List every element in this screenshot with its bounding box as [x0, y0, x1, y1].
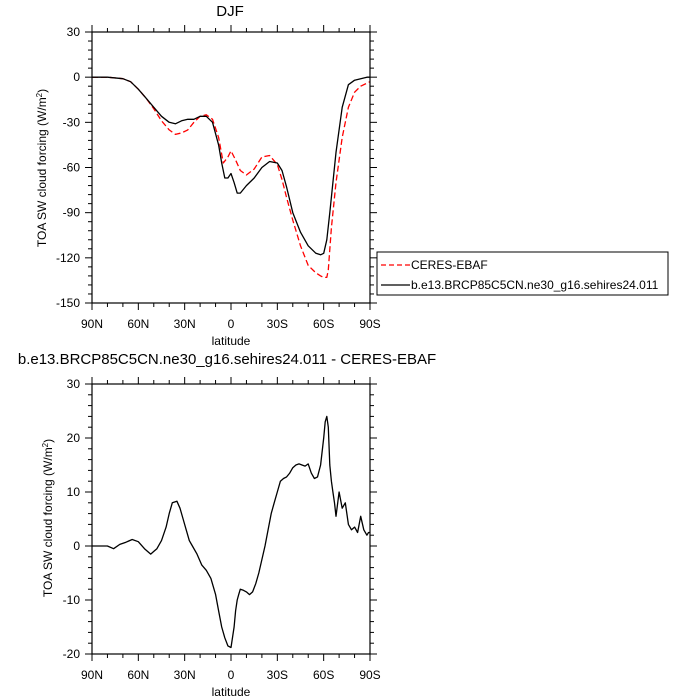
y-axis-label: TOA SW cloud forcing (W/m2): [41, 439, 55, 597]
y-tick-label: 30: [67, 377, 81, 391]
y-tick-label: -60: [63, 161, 81, 175]
y-tick-label: 0: [73, 539, 80, 553]
series-group: [92, 415, 370, 649]
x-tick-label: 60N: [127, 668, 149, 682]
axis-ticks: 90N 60N 30N 0 30S 60S 90S -150 -120 -90 -60 -30 0 30: [56, 25, 381, 331]
y-tick-label: -120: [56, 251, 80, 265]
y-axis-label: TOA SW cloud forcing (W/m2): [35, 89, 49, 247]
x-tick-label: 30N: [174, 668, 196, 682]
x-tick-label: 0: [228, 668, 235, 682]
y-tick-label: -20: [63, 647, 81, 661]
chart-title: b.e13.BRCP85C5CN.ne30_g16.sehires24.011 …: [18, 351, 436, 368]
legend: CERES-EBAF b.e13.BRCP85C5CN.ne30_g16.seh…: [376, 251, 669, 296]
legend-box: [376, 251, 669, 296]
x-tick-label: 0: [228, 317, 235, 331]
x-tick-label: 30S: [267, 317, 288, 331]
x-axis-label: latitude: [212, 685, 251, 699]
y-tick-label: 30: [67, 25, 81, 39]
x-axis-label: latitude: [212, 334, 251, 348]
x-tick-label: 90S: [359, 668, 380, 682]
series-line-model: [92, 76, 370, 256]
axis-ticks: 90N 60N 30N 0 30S 60S 90S -20 -10 0 10 20 30: [63, 377, 381, 682]
x-tick-label: 30S: [267, 668, 288, 682]
legend-label-model: b.e13.BRCP85C5CN.ne30_g16.sehires24.011: [411, 278, 659, 292]
series-group: [92, 76, 371, 279]
y-tick-label: -90: [63, 206, 81, 220]
y-tick-label: 0: [73, 70, 80, 84]
y-tick-label: -150: [56, 296, 80, 310]
x-tick-label: 90N: [81, 317, 103, 331]
y-tick-label: 20: [67, 431, 81, 445]
y-tick-label: -10: [63, 593, 81, 607]
x-tick-label: 90N: [81, 668, 103, 682]
series-line-ceres-ebaf: [92, 76, 371, 279]
chart-title: DJF: [216, 3, 244, 20]
x-tick-label: 60N: [127, 317, 149, 331]
x-tick-label: 60S: [313, 317, 334, 331]
chart-difference-cloud-forcing: b.e13.BRCP85C5CN.ne30_g16.sehires24.011 …: [18, 351, 436, 699]
plot-frame: [91, 31, 371, 304]
y-tick-label: 10: [67, 485, 81, 499]
series-line-difference: [92, 415, 370, 649]
chart-djf-cloud-forcing: DJF 90N 60N 30N 0 30S 60S 90S -150 -120 -90 -60 -30…: [35, 3, 669, 348]
x-tick-label: 60S: [313, 668, 334, 682]
y-tick-label: -30: [63, 115, 81, 129]
x-tick-label: 90S: [359, 317, 380, 331]
x-tick-label: 30N: [174, 317, 196, 331]
legend-label-ceres: CERES-EBAF: [411, 258, 488, 272]
